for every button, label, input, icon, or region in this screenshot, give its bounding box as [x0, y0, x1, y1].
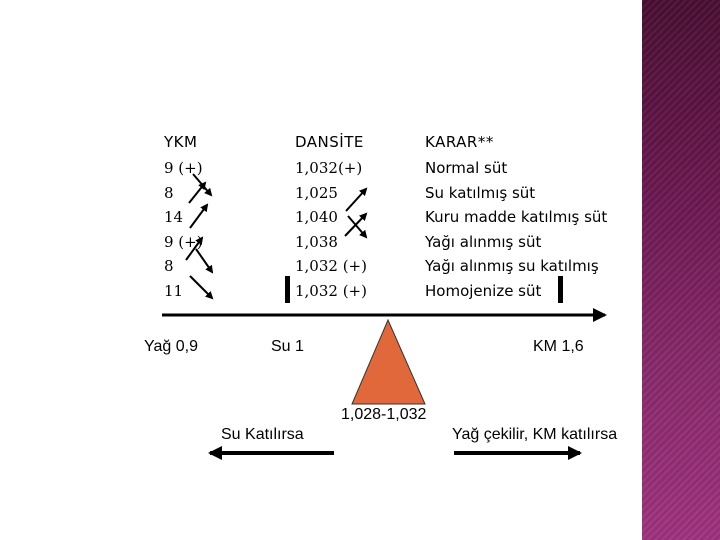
decorative-side-bar: [642, 0, 720, 540]
dansite-arrows: [344, 187, 368, 239]
left-scale-label: Yağ 0,9: [144, 338, 198, 355]
fulcrum-label: 1,028-1,032: [341, 406, 427, 423]
arrow-up-icon: [344, 212, 368, 237]
arrow-down-icon: [195, 248, 214, 274]
arrow-down-icon: [192, 173, 213, 197]
ykm-cell: 8: [164, 257, 174, 275]
ykm-cell: 11: [164, 282, 184, 300]
dansite-cell: 1,032(+): [295, 159, 363, 177]
dansite-cell: 1,040: [295, 208, 338, 226]
karar-cell: Normal süt: [425, 159, 508, 177]
tick-mark: [558, 276, 563, 303]
karar-cell: Kuru madde katılmış süt: [425, 208, 608, 226]
dansite-cell: 1,032 (+): [295, 282, 367, 300]
header-ykm: YKM: [164, 133, 198, 151]
karar-cell: Yağı alınmış su katılmış: [425, 257, 599, 275]
karar-cell: Su katılmış süt: [425, 184, 536, 202]
left-arrow-label: Su Katılırsa: [221, 426, 304, 443]
header-dansite: DANSİTE: [295, 133, 364, 151]
header-karar: KARAR**: [425, 133, 494, 151]
ykm-cell: 9 (+): [164, 233, 203, 251]
right-arrow-label: Yağ çekilir, KM katılırsa: [452, 426, 618, 443]
ykm-cell: 9 (+): [164, 159, 203, 177]
karar-cell: Yağı alınmış süt: [425, 233, 542, 251]
ykm-cell: 14: [164, 208, 184, 226]
dansite-cell: 1,032 (+): [295, 257, 367, 275]
dansite-cell: 1,025: [295, 184, 338, 202]
center-scale-label: Su 1: [271, 338, 304, 355]
karar-cell: Homojenize süt: [425, 282, 542, 300]
right-scale-label: KM 1,6: [533, 338, 584, 355]
fulcrum-triangle: [351, 318, 426, 405]
arrow-down-icon: [347, 215, 368, 239]
arrow-down-icon: [189, 275, 214, 300]
dansite-cell: 1,038: [295, 233, 338, 251]
ykm-cell: 8: [164, 184, 174, 202]
tick-mark: [285, 276, 290, 303]
arrow-up-icon: [189, 203, 209, 229]
arrow-up-icon: [185, 236, 204, 261]
ykm-arrows: [185, 173, 214, 300]
arrow-up-icon: [345, 187, 368, 212]
